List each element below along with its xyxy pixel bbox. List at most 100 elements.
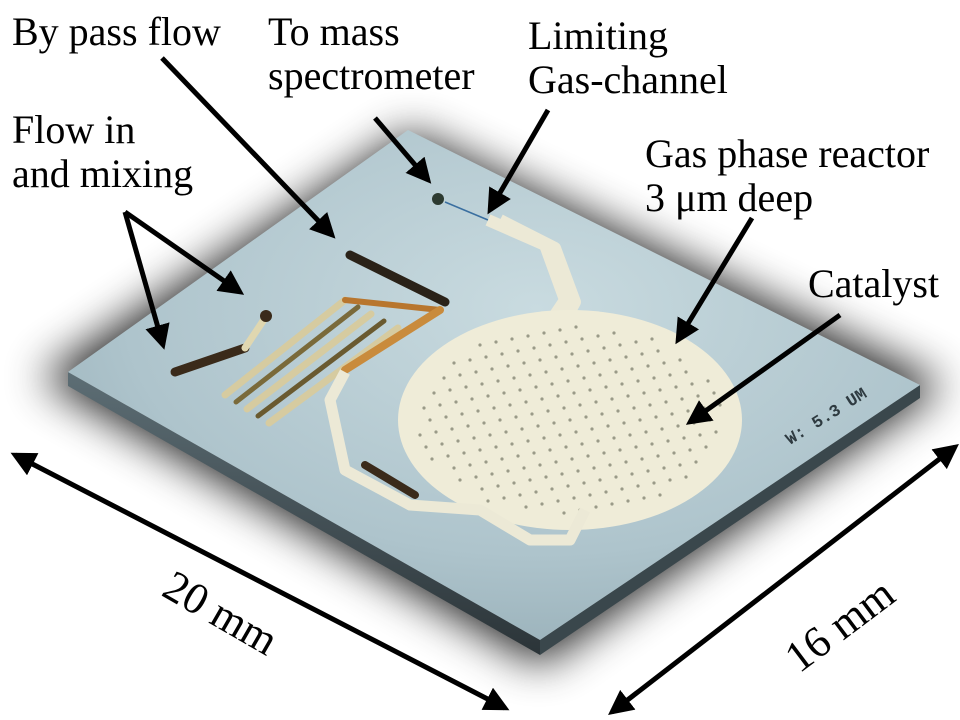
catalyst-dot — [682, 436, 686, 440]
catalyst-dot — [438, 403, 442, 407]
catalyst-dot — [566, 379, 570, 383]
catalyst-dot — [620, 487, 624, 491]
catalyst-dot — [652, 481, 656, 485]
catalyst-dot — [624, 460, 628, 464]
catalyst-dot — [520, 427, 524, 431]
catalyst-dot — [598, 478, 602, 482]
catalyst-dot — [570, 352, 574, 356]
catalyst-dot — [612, 331, 616, 335]
catalyst-dot — [458, 478, 462, 482]
catalyst-dot — [442, 376, 446, 380]
catalyst-dot — [574, 325, 578, 329]
catalyst-dot — [648, 403, 652, 407]
catalyst-dot — [528, 373, 532, 377]
catalyst-dot — [564, 340, 568, 344]
catalyst-dot — [668, 478, 672, 482]
catalyst-dot — [456, 439, 460, 443]
catalyst-dot — [670, 412, 674, 416]
catalyst-dot — [556, 394, 560, 398]
catalyst-dot — [594, 400, 598, 404]
catalyst-dot — [524, 400, 528, 404]
catalyst-dot — [462, 451, 466, 455]
catalyst-dot — [486, 394, 490, 398]
catalyst-dot — [458, 373, 462, 377]
catalyst-dot — [524, 505, 528, 509]
catalyst-dot — [638, 418, 642, 422]
catalyst-dot — [534, 385, 538, 389]
catalyst-dot — [582, 481, 586, 485]
catalyst-dot — [476, 409, 480, 413]
catalyst-dot — [468, 358, 472, 362]
catalyst-dot — [544, 475, 548, 479]
catalyst-dot — [534, 490, 538, 494]
catalyst-dot — [588, 493, 592, 497]
catalyst-dot — [626, 499, 630, 503]
catalyst-dot — [530, 412, 534, 416]
arrow-bypass — [160, 56, 336, 239]
catalyst-dot — [556, 499, 560, 503]
catalyst-dot — [444, 415, 448, 419]
catalyst-dot — [550, 382, 554, 386]
catalyst-dot — [564, 445, 568, 449]
label-to-mass-spectrometer: To mass spectrometer — [268, 9, 475, 98]
catalyst-dot — [570, 457, 574, 461]
catalyst-dot — [500, 457, 504, 461]
catalyst-dot — [538, 358, 542, 362]
catalyst-dot — [484, 355, 488, 359]
catalyst-dot — [592, 361, 596, 365]
catalyst-dot — [614, 475, 618, 479]
catalyst-dot — [532, 346, 536, 350]
catalyst-dot — [676, 424, 680, 428]
catalyst-dot — [478, 448, 482, 452]
catalyst-dot — [586, 349, 590, 353]
catalyst-dot — [510, 337, 514, 341]
catalyst-dot — [502, 391, 506, 395]
label-limiting-gas-channel: Limiting Gas-channel — [528, 13, 728, 102]
catalyst-dot — [568, 418, 572, 422]
catalyst-dot — [608, 463, 612, 467]
catalyst-dot — [572, 391, 576, 395]
catalyst-dot — [542, 331, 546, 335]
catalyst-dot — [518, 493, 522, 497]
catalyst-dot — [608, 358, 612, 362]
catalyst-dot — [610, 397, 614, 401]
catalyst-dot — [632, 406, 636, 410]
catalyst-dot — [652, 376, 656, 380]
catalyst-dot — [686, 409, 690, 413]
label-bypass-flow: By pass flow — [12, 9, 221, 54]
catalyst-dot — [538, 463, 542, 467]
catalyst-dot — [696, 394, 700, 398]
catalyst-dot — [650, 442, 654, 446]
catalyst-dot — [674, 385, 678, 389]
catalyst-dot — [474, 475, 478, 479]
catalyst-dot — [466, 424, 470, 428]
catalyst-dot — [618, 343, 622, 347]
catalyst-dot — [552, 421, 556, 425]
catalyst-dot — [522, 466, 526, 470]
catalyst-dot — [678, 358, 682, 362]
catalyst-dot — [540, 502, 544, 506]
catalyst-dot — [452, 361, 456, 365]
catalyst-dot — [666, 439, 670, 443]
catalyst-dot — [596, 439, 600, 443]
catalyst-dot — [668, 373, 672, 377]
catalyst-dot — [496, 379, 500, 383]
bypass-channel — [345, 250, 450, 307]
catalyst-dot — [562, 511, 566, 515]
catalyst-dot — [506, 364, 510, 368]
catalyst-dot — [542, 436, 546, 440]
catalyst-dot — [548, 343, 552, 347]
catalyst-dot — [586, 454, 590, 458]
catalyst-dot — [622, 421, 626, 425]
catalyst-dot — [508, 403, 512, 407]
catalyst-dot — [580, 337, 584, 341]
catalyst-dot — [630, 472, 634, 476]
catalyst-dot — [574, 430, 578, 434]
catalyst-dot — [642, 496, 646, 500]
label-gas-phase-reactor: Gas phase reactor 3 μm deep — [645, 131, 930, 220]
catalyst-dot — [706, 379, 710, 383]
catalyst-dot — [572, 496, 576, 500]
catalyst-dot — [654, 415, 658, 419]
catalyst-dot — [554, 460, 558, 464]
inlet-channels — [170, 310, 272, 377]
